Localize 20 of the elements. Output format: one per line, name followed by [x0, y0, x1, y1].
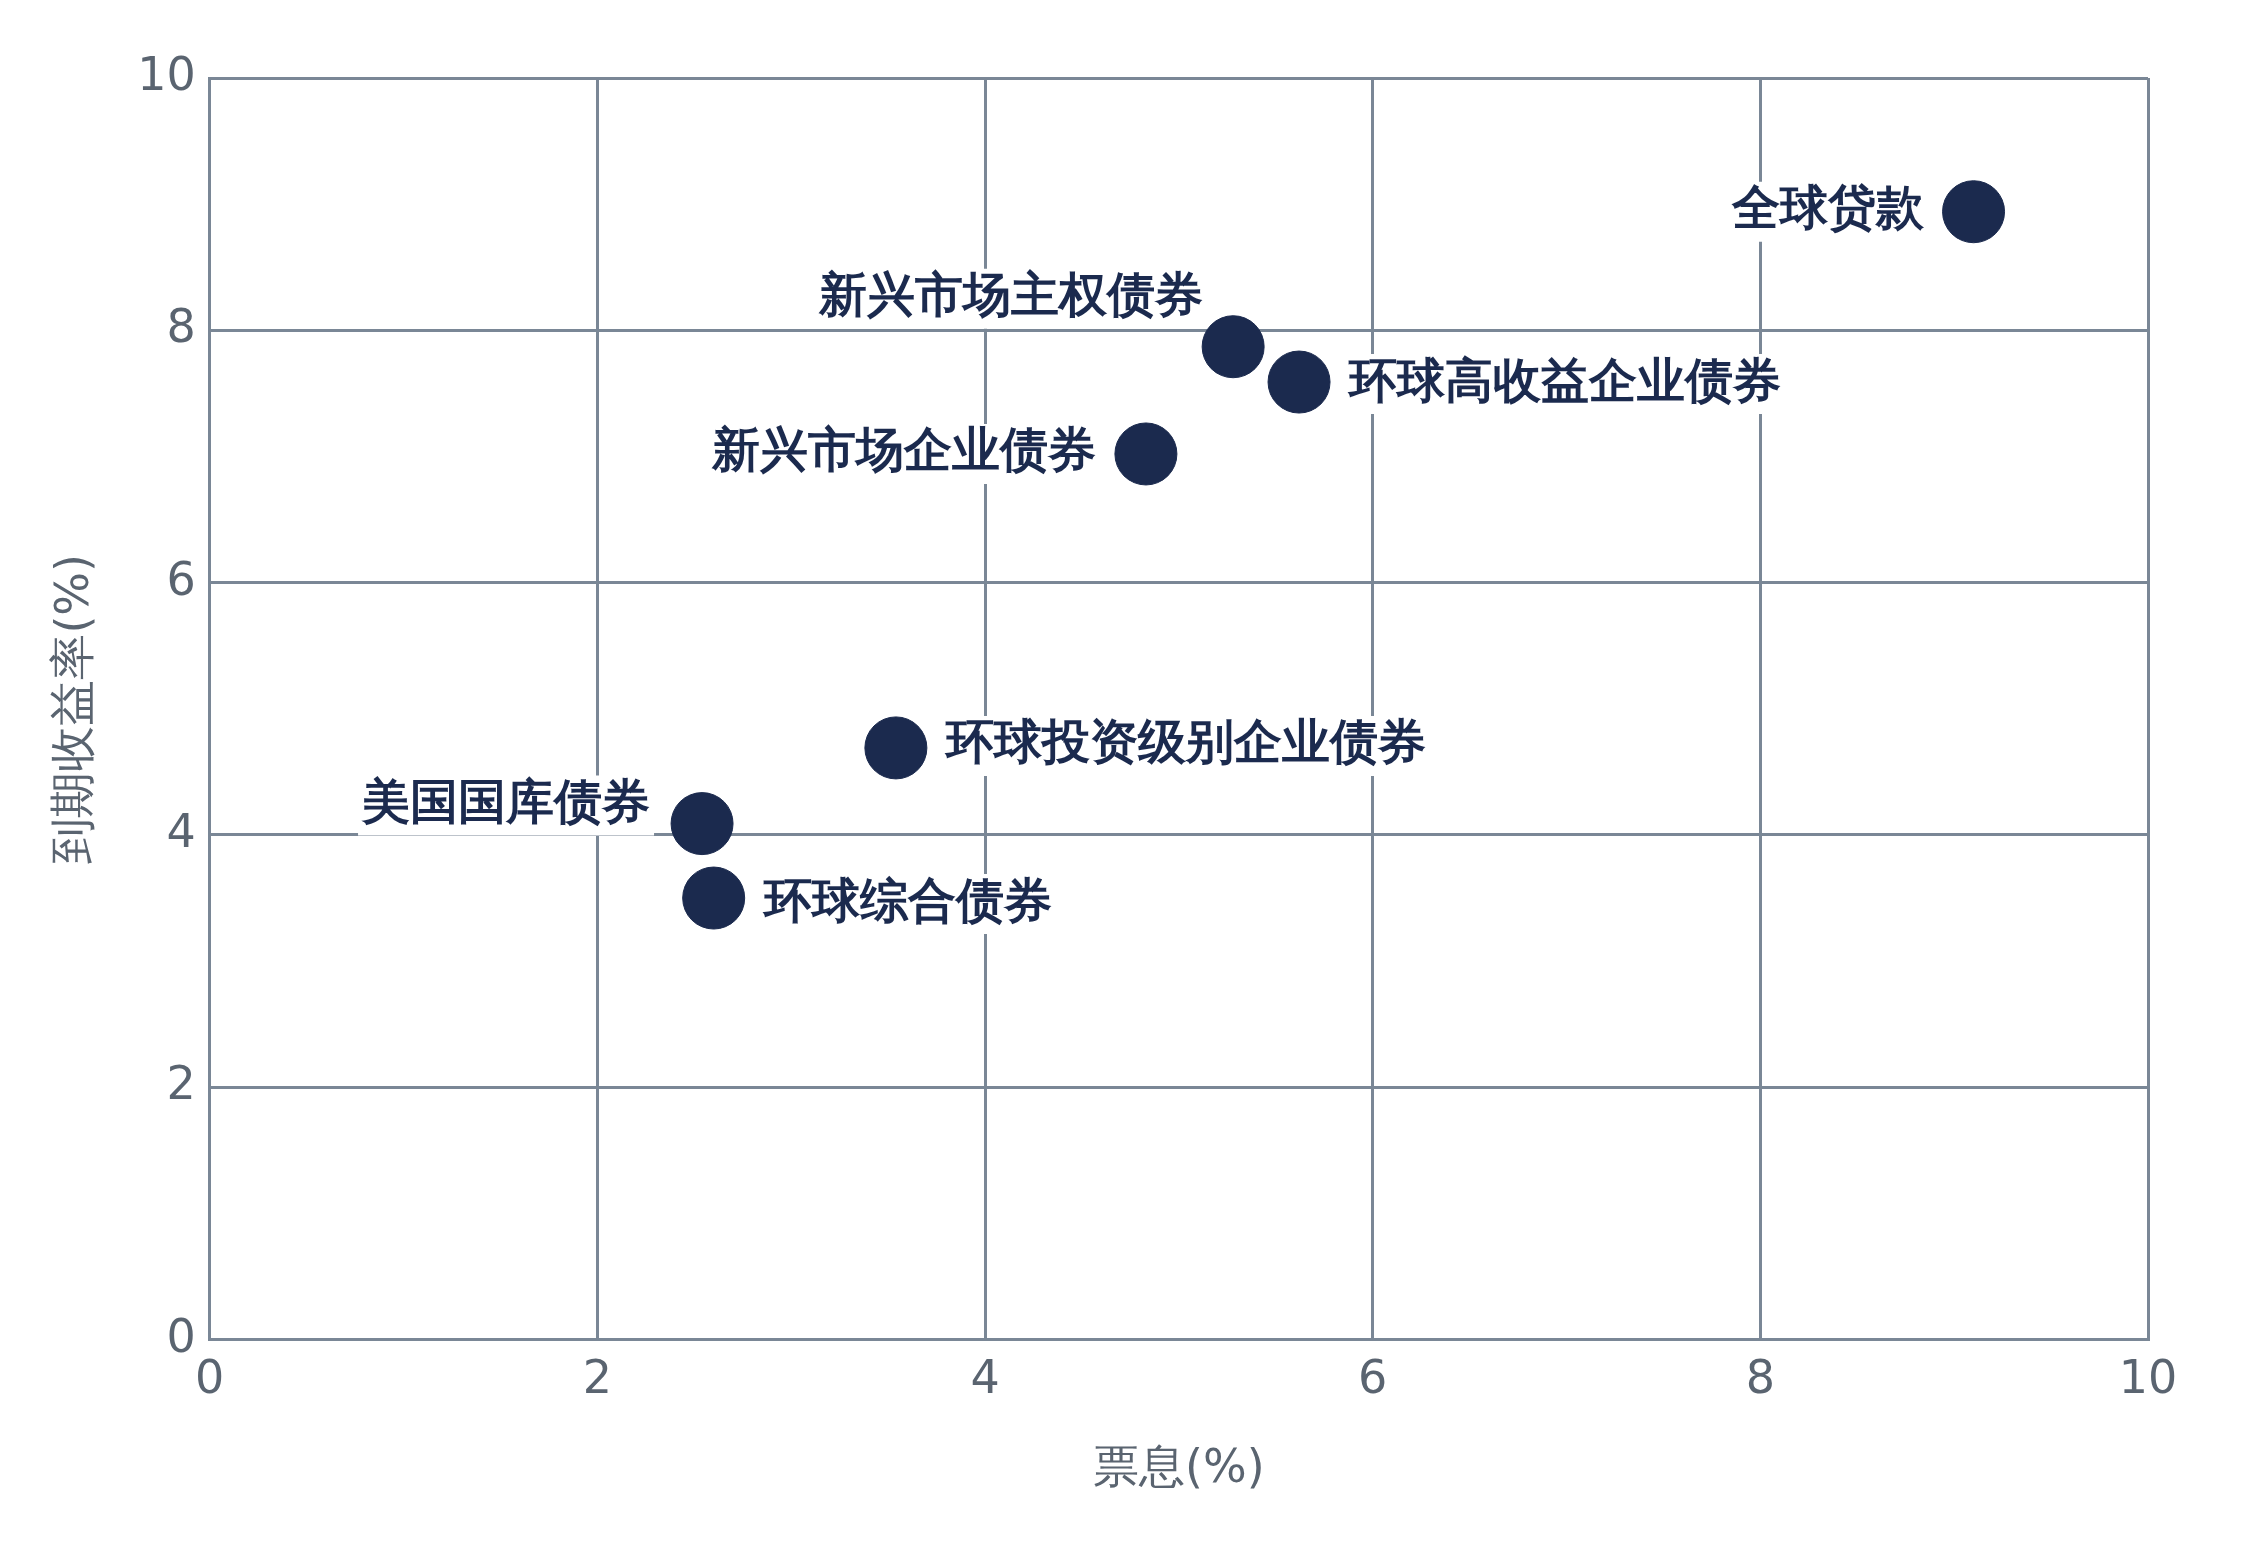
- series-label: 美国国库债券: [361, 773, 651, 830]
- x-tick-label: 2: [582, 1350, 613, 1405]
- series-label: 新兴市场企业债券: [710, 421, 1096, 478]
- series-label: 新兴市场主权债券: [818, 266, 1204, 323]
- x-tick-label: 8: [1745, 1350, 1775, 1405]
- x-tick-label: 4: [970, 1350, 1000, 1405]
- series-label: 环球综合债券: [761, 871, 1052, 928]
- series-label: 环球投资级别企业债券: [943, 713, 1426, 770]
- series-label: 全球贷款: [1730, 179, 1925, 236]
- y-tick-label: 6: [166, 551, 196, 606]
- x-tick-label: 6: [1358, 1350, 1388, 1405]
- y-tick-label: 4: [166, 803, 196, 858]
- y-tick-label: 2: [166, 1056, 196, 1111]
- series-label: 环球高收益企业债券: [1347, 351, 1782, 408]
- y-tick-label: 0: [166, 1308, 196, 1363]
- x-axis-title: 票息(%): [1093, 1439, 1265, 1494]
- x-tick-label: 10: [2118, 1350, 2178, 1405]
- y-axis-title: 到期收益率(%): [44, 554, 99, 864]
- y-tick-label: 8: [166, 299, 196, 354]
- y-tick-label: 10: [137, 46, 196, 101]
